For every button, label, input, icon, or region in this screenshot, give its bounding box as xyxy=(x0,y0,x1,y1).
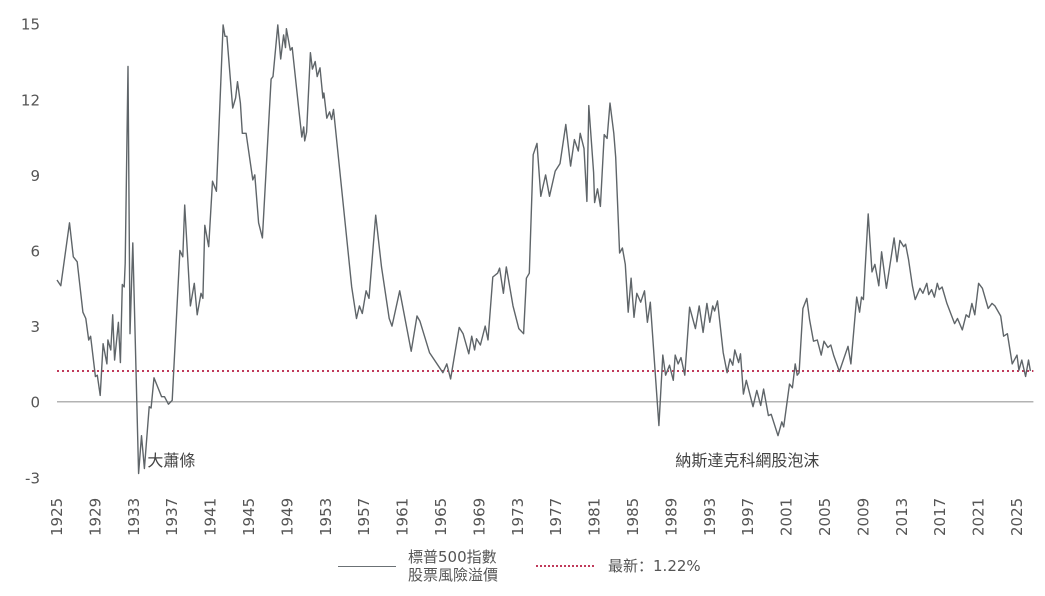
x-tick-label: 1985 xyxy=(624,498,642,536)
series-line-equity-risk-premium xyxy=(56,24,1032,475)
x-tick-label: 1965 xyxy=(432,498,450,536)
x-tick-label: 1989 xyxy=(662,498,680,536)
legend-swatch-solid-line xyxy=(338,565,396,567)
x-tick-label: 1957 xyxy=(355,498,373,536)
x-tick-label: 1997 xyxy=(739,498,757,536)
x-axis-ticks: 1925 1929 1933 1937 1941 1945 1949 1953 1957 1961… xyxy=(48,498,1026,536)
y-tick-label: 15 xyxy=(21,16,40,34)
legend-label-latest: 最新：1.22% xyxy=(608,557,701,575)
x-tick-label: 1973 xyxy=(509,498,527,536)
annotation-dotcom-bubble: 納斯達克科網股泡沫 xyxy=(675,451,819,470)
annotation-great-depression: 大蕭條 xyxy=(147,451,195,470)
y-tick-label: 0 xyxy=(30,394,40,412)
x-tick-label: 1933 xyxy=(125,498,143,536)
x-tick-label: 2025 xyxy=(1008,498,1026,536)
x-tick-label: 1945 xyxy=(240,498,258,536)
legend-swatch-dotted-line xyxy=(536,565,595,567)
legend-label-line2: 股票風險溢價 xyxy=(408,566,499,584)
x-tick-label: 1929 xyxy=(86,498,104,536)
x-tick-label: 2001 xyxy=(778,498,796,536)
y-tick-label: 6 xyxy=(30,243,40,261)
legend-label-line1: 標普500指數 xyxy=(408,548,497,566)
legend: 標普500指數 股票風險溢價 最新：1.22% xyxy=(338,548,701,584)
legend-label-erp: 標普500指數 股票風險溢價 xyxy=(408,548,498,584)
x-tick-label: 1941 xyxy=(202,498,220,536)
x-tick-label: 1961 xyxy=(394,498,412,536)
x-tick-label: 1937 xyxy=(163,498,181,536)
x-tick-label: 2005 xyxy=(816,498,834,536)
x-tick-label: 1925 xyxy=(48,498,66,536)
x-tick-label: 2017 xyxy=(931,498,949,536)
x-tick-label: 2009 xyxy=(854,498,872,536)
y-tick-label: 12 xyxy=(21,91,40,109)
y-tick-label: 9 xyxy=(30,167,40,185)
x-tick-label: 1981 xyxy=(586,498,604,536)
y-tick-label: -3 xyxy=(25,469,40,487)
y-axis-ticks: 15 12 9 6 3 0 -3 xyxy=(21,16,40,488)
x-tick-label: 1953 xyxy=(317,498,335,536)
x-tick-label: 2013 xyxy=(893,498,911,536)
x-tick-label: 2021 xyxy=(970,498,988,536)
x-tick-label: 1977 xyxy=(547,498,565,536)
x-tick-label: 1969 xyxy=(470,498,488,536)
x-tick-label: 1993 xyxy=(701,498,719,536)
x-tick-label: 1949 xyxy=(278,498,296,536)
y-tick-label: 3 xyxy=(30,318,40,336)
